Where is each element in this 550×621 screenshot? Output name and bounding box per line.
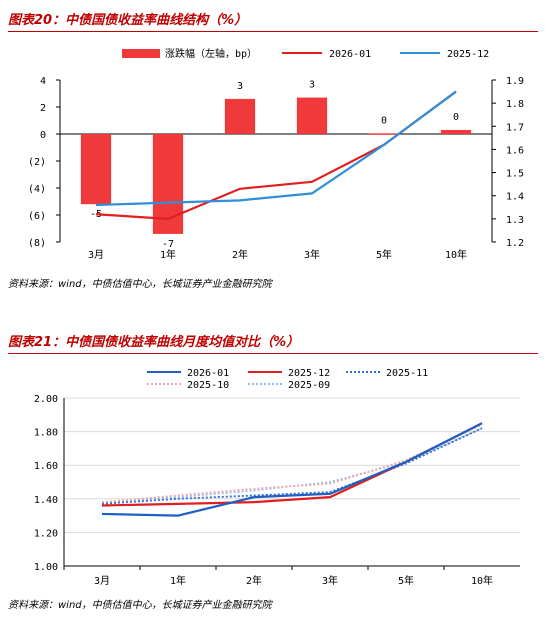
right-axis-tick-label: 1.9	[506, 76, 524, 87]
right-axis-tick-label: 1.8	[506, 99, 524, 110]
bar-10年	[440, 129, 472, 134]
x-axis-tick-label: 3年	[322, 574, 338, 587]
series-line-2026-01	[95, 90, 457, 220]
left-axis-tick-label: (4)	[28, 184, 46, 195]
left-axis-tick-label: (8)	[28, 238, 46, 249]
yield-structure-chart: 涨跌幅（左轴，bp） 2026-01 2025-12 4 2 0 (2) (4) (6) (8) 1…	[28, 47, 524, 261]
x-axis-tick-label: 1年	[160, 248, 176, 261]
legend-swatch-change	[122, 49, 160, 58]
bar-3月	[80, 134, 112, 205]
legend-label-2026-01: 2026-01	[187, 368, 229, 379]
x-axis-tick-label: 3月	[88, 249, 104, 261]
right-axis-tick-label: 1.5	[506, 169, 524, 180]
monthly-average-chart: 2026-01 2025-12 2025-11 2025-10 2025-09 2.00 1…	[34, 368, 520, 587]
right-axis-tick-label: 1.2	[506, 238, 524, 249]
bar-data-label: 3	[237, 81, 243, 92]
legend-label-2025-12: 2025-12	[288, 368, 330, 379]
right-axis-tick-label: 1.4	[506, 192, 524, 203]
bar-data-label: -7	[162, 239, 174, 250]
left-axis-tick-label: 2	[40, 103, 46, 114]
left-axis-tick-label: 0	[40, 130, 46, 141]
x-axis-tick-label: 1年	[170, 574, 186, 587]
series-line-2025-12	[101, 422, 483, 507]
left-axis-tick-label: (6)	[28, 211, 46, 222]
x-axis-tick-label: 5年	[376, 248, 392, 261]
bar-2年	[224, 98, 256, 134]
bar-3年	[296, 97, 328, 134]
left-axis-tick-label: (2)	[28, 157, 46, 168]
x-axis-tick-label: 10年	[471, 574, 493, 587]
bar-5年	[368, 133, 400, 135]
series-line-2025-11	[101, 427, 483, 505]
legend-label-2025-09: 2025-09	[288, 380, 330, 391]
legend-label-2026-01: 2026-01	[329, 49, 371, 60]
figure1-title: 图表20：中债国债收益率曲线结构（%）	[8, 13, 248, 28]
legend-label-change: 涨跌幅（左轴，bp）	[165, 47, 257, 60]
figure2-source: 资料来源：wind，中债估值中心，长城证券产业金融研究院	[8, 600, 272, 611]
y-axis-tick-label: 1.00	[34, 562, 58, 573]
legend-label-2025-12: 2025-12	[447, 49, 489, 60]
figure2-title: 图表21：中债国债收益率曲线月度均值对比（%）	[8, 335, 300, 350]
bar-data-label: 3	[309, 80, 315, 91]
series-line-2025-10	[101, 424, 483, 504]
series-line-2026-01	[101, 422, 483, 517]
legend-label-2025-11: 2025-11	[386, 368, 428, 379]
y-axis-tick-label: 1.80	[34, 428, 58, 439]
figure2-title-rule	[8, 353, 538, 354]
x-axis-tick-label: 2年	[232, 248, 248, 261]
x-axis-tick-label: 3年	[304, 248, 320, 261]
legend-label-2025-10: 2025-10	[187, 380, 229, 391]
left-axis-tick-label: 4	[40, 76, 46, 87]
bar-data-label: 0	[381, 115, 387, 126]
right-axis-tick-label: 1.7	[506, 122, 524, 133]
x-axis-tick-label: 3月	[94, 575, 110, 587]
x-axis-tick-label: 5年	[398, 574, 414, 587]
x-axis-tick-label: 2年	[246, 574, 262, 587]
series-line-2025-12	[95, 90, 457, 207]
y-axis-tick-label: 1.20	[34, 528, 58, 539]
figure1-source: 资料来源：wind，中债估值中心，长城证券产业金融研究院	[8, 279, 272, 290]
y-axis-tick-label: 1.60	[34, 461, 58, 472]
bar-data-label: 0	[453, 112, 459, 123]
x-axis-tick-label: 10年	[445, 248, 467, 261]
right-axis-tick-label: 1.3	[506, 215, 524, 226]
y-axis-tick-label: 2.00	[34, 394, 58, 405]
figure1-title-rule	[8, 31, 538, 32]
y-axis-tick-label: 1.40	[34, 495, 58, 506]
right-axis-tick-label: 1.6	[506, 145, 524, 156]
